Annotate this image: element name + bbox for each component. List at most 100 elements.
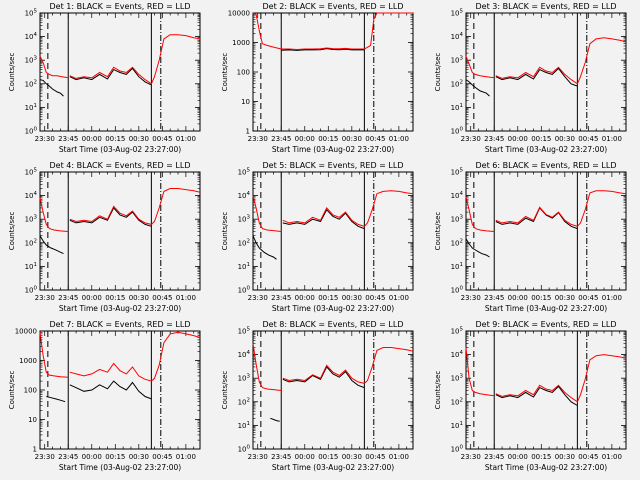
x-tick-label: 23:45 [484,135,504,143]
plot-frame [465,12,627,132]
series-red-line [282,190,414,227]
series-red-line [69,331,201,382]
panel-title: Det 4: BLACK = Events, RED = LLD [50,161,191,170]
series-black-line [282,366,365,389]
x-tick-label: 01:00 [176,294,196,302]
y-tick-label: 105 [451,168,464,177]
y-tick-label: 102 [451,397,463,406]
y-tick-label: 104 [451,32,464,41]
series-black-line [39,235,64,255]
x-tick-label: 01:00 [602,453,622,461]
detector-panel-7: Det 7: BLACK = Events, RED = LLD Start Ti… [8,320,201,472]
x-tick-label: 00:45 [578,135,598,143]
x-tick-label: 00:45 [365,453,385,461]
x-tick-label: 23:45 [58,294,78,302]
y-tick-label: 102 [238,397,250,406]
x-tick-label: 00:45 [578,453,598,461]
y-tick-label: 100 [451,127,464,136]
series-red-line [39,55,69,79]
series-red-line [252,12,413,51]
y-axis-label: Counts/sec [221,371,229,410]
series-red-line [69,188,201,225]
plot-frame [465,171,627,291]
x-tick-label: 00:00 [508,294,528,302]
x-tick-label: 23:30 [35,453,55,461]
x-tick-label: 00:30 [129,135,149,143]
y-tick-label: 100 [25,127,38,136]
x-tick-label: 00:45 [365,294,385,302]
y-tick-label: 1000 [19,357,37,365]
y-tick-label: 102 [25,238,37,247]
series-black-line [252,235,277,260]
x-tick-label: 00:45 [152,135,172,143]
plot-frame [252,171,414,291]
y-axis-label: Counts/sec [8,212,16,251]
series-black-line [46,396,66,403]
panel-title: Det 3: BLACK = Events, RED = LLD [476,2,617,11]
y-tick-label: 104 [451,350,464,359]
panel-title: Det 8: BLACK = Events, RED = LLD [263,320,404,329]
series-red-line [465,347,495,397]
y-tick-label: 105 [25,168,38,177]
series-black-line [465,79,490,97]
y-tick-label: 104 [25,191,38,200]
x-tick-label: 01:00 [389,135,409,143]
series-black-line [282,208,365,230]
y-tick-label: 100 [25,286,38,295]
detector-panel-3: Det 3: BLACK = Events, RED = LLD Start Ti… [434,2,627,154]
series-red-line [252,195,282,232]
x-tick-label: 23:45 [271,135,291,143]
detector-panel-2: Det 2: BLACK = Events, RED = LLD Start Ti… [221,2,414,154]
y-tick-label: 103 [238,215,251,224]
series-black-line [495,206,578,230]
series-black-line [495,385,578,406]
y-axis-label: Counts/sec [434,371,442,410]
y-tick-label: 105 [238,168,251,177]
y-tick-label: 10 [28,416,37,424]
y-tick-label: 105 [451,9,464,18]
y-axis-label: Counts/sec [8,53,16,92]
x-tick-label: 00:00 [508,135,528,143]
plot-frame [465,330,627,450]
x-tick-label: 01:00 [176,135,196,143]
x-tick-label: 00:45 [152,294,172,302]
x-tick-label: 23:45 [58,135,78,143]
plot-frame [39,12,201,132]
y-tick-label: 104 [238,191,251,200]
plot-frame [252,12,414,132]
y-tick-label: 1 [33,446,37,454]
series-red-line [495,190,627,227]
series-black-line [69,380,152,400]
x-tick-label: 00:00 [295,453,315,461]
panel-title: Det 7: BLACK = Events, RED = LLD [50,320,191,329]
y-tick-label: 101 [238,421,250,430]
x-tick-label: 01:00 [602,294,622,302]
y-tick-label: 10 [241,98,250,106]
x-tick-label: 01:00 [389,453,409,461]
y-axis-label: Counts/sec [221,212,229,251]
x-tick-label: 23:30 [248,453,268,461]
series-black-line [270,417,280,422]
x-tick-label: 00:45 [578,294,598,302]
series-red-line [465,196,495,232]
x-axis-label: Start Time (03-Aug-02 23:27:00) [272,304,394,313]
y-tick-label: 103 [451,56,464,65]
x-axis-label: Start Time (03-Aug-02 23:27:00) [59,145,181,154]
panel-title: Det 2: BLACK = Events, RED = LLD [263,2,404,11]
y-tick-label: 104 [451,191,464,200]
series-red-line [69,34,201,85]
y-tick-label: 103 [451,374,464,383]
x-tick-label: 00:15 [318,294,338,302]
y-tick-label: 104 [238,350,251,359]
x-tick-label: 00:15 [105,453,125,461]
y-tick-label: 103 [238,374,251,383]
x-axis-label: Start Time (03-Aug-02 23:27:00) [485,463,607,472]
panel-title: Det 6: BLACK = Events, RED = LLD [476,161,617,170]
x-tick-label: 00:30 [129,453,149,461]
plot-frame [39,330,201,450]
series-black-line [69,207,152,227]
series-red-line [39,197,69,232]
y-tick-label: 100 [451,286,464,295]
x-tick-label: 23:45 [484,294,504,302]
detector-panel-9: Det 9: BLACK = Events, RED = LLD Start Ti… [434,320,627,472]
